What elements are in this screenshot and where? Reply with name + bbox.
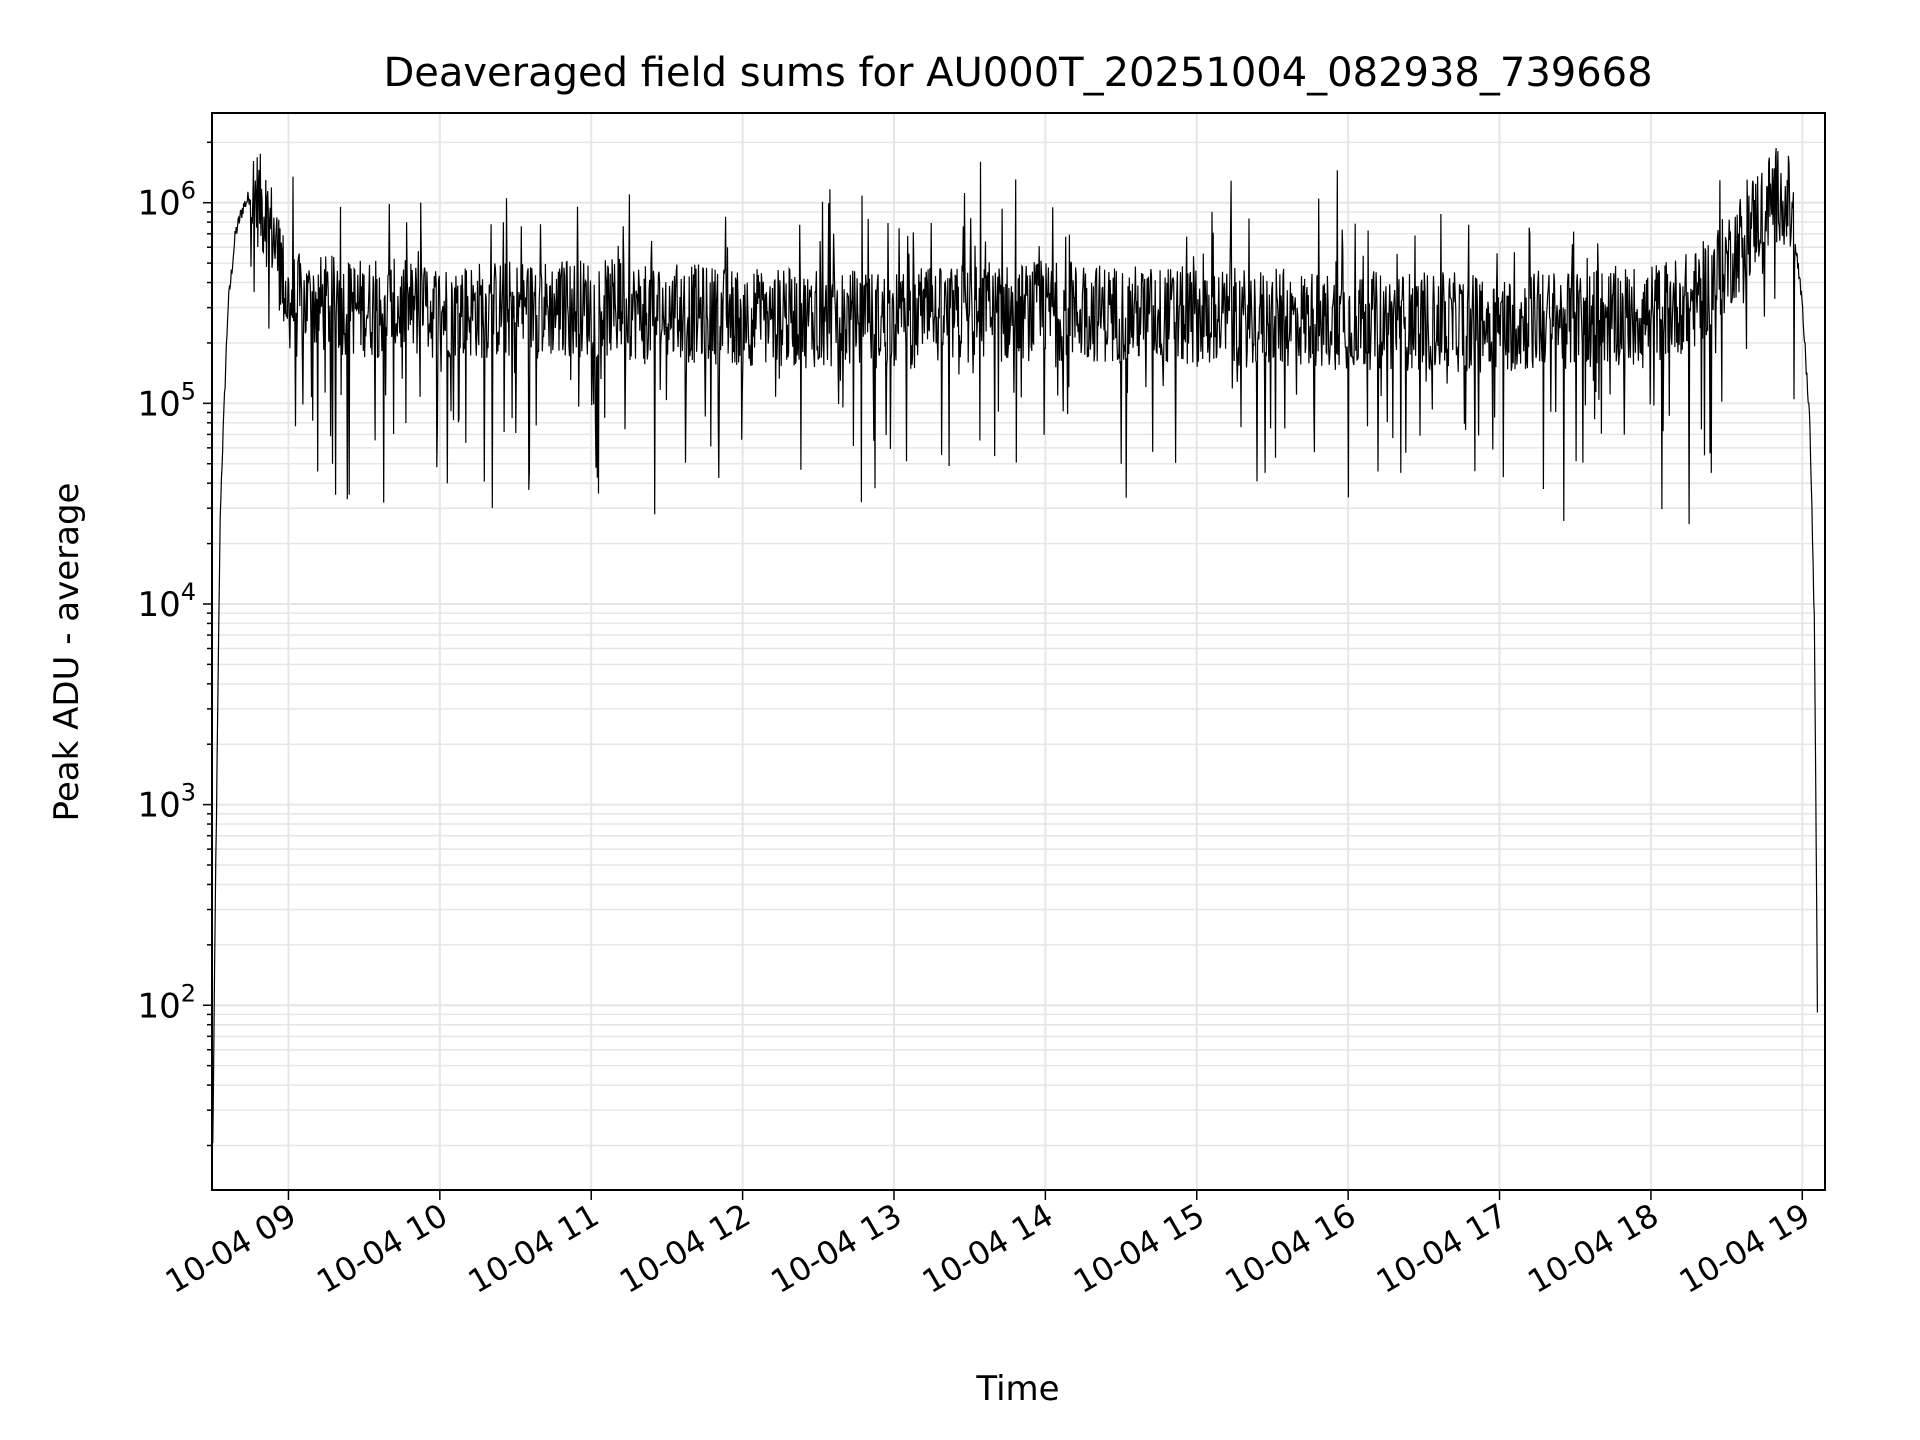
grid-lines [212,113,1825,1190]
x-tick-label: 10-04 15 [1067,1196,1211,1301]
series-line-layer [212,148,1818,1144]
x-tick-label: 10-04 17 [1370,1196,1514,1301]
x-tick-label: 10-04 18 [1521,1196,1665,1301]
x-tick-label: 10-04 16 [1219,1196,1363,1301]
x-axis-label: Time [975,1369,1059,1409]
x-tick-label: 10-04 14 [916,1196,1060,1301]
y-tick-label: 102 [137,979,196,1026]
x-tick-label: 10-04 11 [462,1196,606,1301]
series-line [212,148,1818,1144]
y-tick-label: 104 [137,578,196,625]
chart-title: Deaveraged field sums for AU000T_2025100… [383,50,1652,96]
x-tick-label: 10-04 12 [613,1196,757,1301]
x-tick-label: 10-04 13 [764,1196,908,1301]
x-tick-label: 10-04 09 [159,1196,303,1301]
y-tick-label: 106 [137,177,196,224]
axis-ticks [203,141,1804,1200]
plot-frame [211,112,1826,1191]
x-tick-label: 10-04 19 [1673,1196,1817,1301]
x-tick-label: 10-04 10 [310,1196,454,1301]
y-axis-label: Peak ADU - average [47,483,87,822]
y-tick-label: 105 [137,377,196,424]
y-tick-label: 103 [137,779,196,826]
